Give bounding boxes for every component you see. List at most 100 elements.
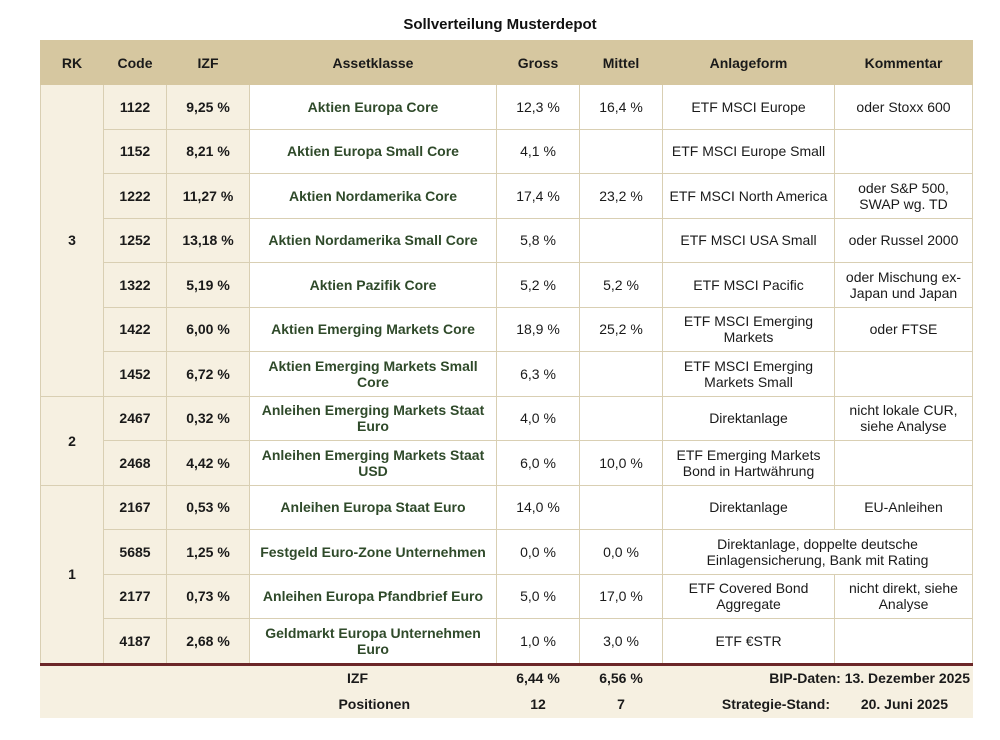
gross-cell: 17,4 % (496, 173, 580, 219)
table-row: 1 2167 0,53 % Anleihen Europa Staat Euro 14,… (40, 484, 973, 665)
column-header-mittel: Mittel (579, 40, 663, 85)
code-cell: 1222 (103, 173, 167, 219)
assetklasse-cell: Aktien Nordamerika Core (249, 173, 497, 219)
izf-cell: 4,42 % (166, 440, 250, 486)
izf-cell: 6,00 % (166, 306, 250, 352)
code-cell: 1122 (103, 84, 167, 130)
izf-cell: 0,32 % (166, 395, 250, 441)
assetklasse-cell: Anleihen Emerging Markets Staat Euro (249, 395, 497, 441)
assetklasse-cell: Anleihen Europa Staat Euro (249, 484, 497, 530)
mittel-cell: 3,0 % (579, 618, 663, 665)
izf-cell: 1,25 % (166, 529, 250, 575)
gross-cell: 14,0 % (496, 484, 580, 530)
izf-cell: 5,19 % (166, 262, 250, 308)
gross-cell: 1,0 % (496, 618, 580, 665)
table-row: 1222 11,27 % Aktien Nordamerika Core 17,4 %… (41, 173, 973, 219)
code-cell: 5685 (103, 529, 167, 575)
column-header-rk: RK (40, 40, 104, 85)
gross-cell: 5,8 % (496, 217, 580, 263)
assetklasse-cell: Aktien Europa Core (249, 84, 497, 130)
mittel-cell (579, 351, 663, 397)
gross-cell: 6,0 % (496, 440, 580, 486)
table-row: 1452 6,72 % Aktien Emerging Markets Small … (41, 351, 973, 397)
anlageform-cell: ETF MSCI Europe Small (662, 128, 835, 174)
footer-izf-gross: 6,44 % (496, 662, 580, 692)
code-cell: 2468 (103, 440, 167, 486)
code-cell: 1152 (103, 128, 167, 174)
mittel-cell: 25,2 % (579, 306, 663, 352)
column-header-kommentar: Kommentar (834, 40, 973, 85)
footer-row-izf: IZF 6,44 % 6,56 % BIP-Daten: 13. Dezembe… (40, 662, 973, 692)
gross-cell: 5,0 % (496, 573, 580, 619)
rk-cell: 3 (40, 84, 104, 397)
kommentar-cell (834, 618, 973, 665)
footer-positionen-label: Positionen (40, 690, 497, 718)
mittel-cell (579, 484, 663, 530)
footer-izf-mittel: 6,56 % (579, 662, 663, 692)
table-row: 1322 5,19 % Aktien Pazifik Core 5,2 % 5,2 % E… (41, 262, 973, 308)
code-cell: 1252 (103, 217, 167, 263)
gross-cell: 5,2 % (496, 262, 580, 308)
anlageform-cell: ETF MSCI North America (662, 173, 835, 219)
anlageform-cell: ETF MSCI Pacific (662, 262, 835, 308)
code-cell: 1322 (103, 262, 167, 308)
gross-cell: 0,0 % (496, 529, 580, 575)
mittel-cell (579, 128, 663, 174)
gross-cell: 4,1 % (496, 128, 580, 174)
table-row: 4187 2,68 % Geldmarkt Europa Unternehmen E… (41, 618, 973, 665)
kommentar-cell: oder Stoxx 600 (834, 84, 973, 130)
table-row: 2177 0,73 % Anleihen Europa Pfandbrief Eur… (41, 573, 973, 619)
column-header-code: Code (103, 40, 167, 85)
mittel-cell: 0,0 % (579, 529, 663, 575)
table-row: 2 2467 0,32 % Anleihen Emerging Markets Sta… (40, 395, 973, 486)
table-row: 2468 4,42 % Anleihen Emerging Markets Staa… (41, 440, 973, 486)
kommentar-cell (834, 128, 973, 174)
mittel-cell (579, 395, 663, 441)
izf-cell: 9,25 % (166, 84, 250, 130)
izf-cell: 2,68 % (166, 618, 250, 665)
column-header-anlageform: Anlageform (662, 40, 835, 85)
anlageform-cell: ETF MSCI Europe (662, 84, 835, 130)
mittel-cell: 23,2 % (579, 173, 663, 219)
footer-row-positionen: Positionen 12 7 Strategie-Stand: 20. Jun… (40, 690, 973, 718)
izf-cell: 0,73 % (166, 573, 250, 619)
izf-cell: 8,21 % (166, 128, 250, 174)
kommentar-cell: oder FTSE (834, 306, 973, 352)
code-cell: 2467 (103, 395, 167, 441)
anlageform-cell: ETF €STR (662, 618, 835, 665)
mittel-cell: 10,0 % (579, 440, 663, 486)
mittel-cell: 16,4 % (579, 84, 663, 130)
gross-cell: 4,0 % (496, 395, 580, 441)
izf-cell: 0,53 % (166, 484, 250, 530)
anlageform-cell: ETF MSCI Emerging Markets (662, 306, 835, 352)
kommentar-cell: nicht direkt, siehe Analyse (834, 573, 973, 619)
izf-cell: 11,27 % (166, 173, 250, 219)
rk-cell: 1 (40, 484, 104, 665)
footer-positionen-mittel: 7 (579, 690, 663, 718)
assetklasse-cell: Anleihen Europa Pfandbrief Euro (249, 573, 497, 619)
code-cell: 4187 (103, 618, 167, 665)
mittel-cell: 17,0 % (579, 573, 663, 619)
footer-bip-value: 13. Dezember 2025 (844, 670, 970, 686)
assetklasse-cell: Aktien Pazifik Core (249, 262, 497, 308)
assetklasse-cell: Aktien Emerging Markets Small Core (249, 351, 497, 397)
kommentar-cell: EU-Anleihen (834, 484, 973, 530)
table-title: Sollverteilung Musterdepot (403, 16, 597, 33)
table-row: 1152 8,21 % Aktien Europa Small Core 4,1 % E… (41, 128, 973, 174)
column-header-izf: IZF (166, 40, 250, 85)
kommentar-cell: oder Mischung ex-Japan und Japan (834, 262, 973, 308)
assetklasse-cell: Anleihen Emerging Markets Staat USD (249, 440, 497, 486)
assetklasse-cell: Festgeld Euro-Zone Unternehmen (249, 529, 497, 575)
gross-cell: 18,9 % (496, 306, 580, 352)
code-cell: 2177 (103, 573, 167, 619)
column-header-assetklasse: Assetklasse (249, 40, 497, 85)
anlageform-cell: ETF Emerging Markets Bond in Hartwährung (662, 440, 835, 486)
izf-cell: 13,18 % (166, 217, 250, 263)
footer-strategy-label: Strategie-Stand: (662, 690, 835, 718)
kommentar-cell (834, 351, 973, 397)
anlageform-cell: Direktanlage (662, 395, 835, 441)
anlageform-cell: ETF MSCI USA Small (662, 217, 835, 263)
anlageform-cell: ETF MSCI Emerging Markets Small (662, 351, 835, 397)
assetklasse-cell: Aktien Nordamerika Small Core (249, 217, 497, 263)
anlageform-cell: ETF Covered Bond Aggregate (662, 573, 835, 619)
